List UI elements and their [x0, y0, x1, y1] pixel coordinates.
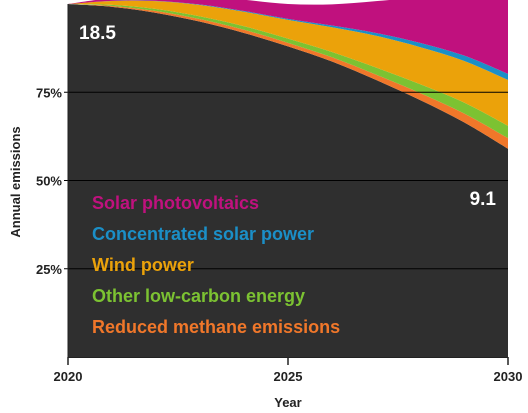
y-tick-label: 25% — [36, 262, 62, 277]
x-tick-label: 2020 — [54, 369, 83, 384]
x-tick-label: 2030 — [494, 369, 523, 384]
x-axis-ticks: 2020 2025 2030 — [54, 357, 523, 384]
legend-item-concentrated-solar-power: Concentrated solar power — [92, 224, 314, 244]
x-axis-title: Year — [274, 395, 301, 410]
value-annotations: 18.5 9.1 — [79, 23, 496, 210]
y-tick-label: 75% — [36, 85, 62, 100]
legend-item-other-low-carbon-energy: Other low-carbon energy — [92, 286, 305, 306]
legend-item-reduced-methane-emissions: Reduced methane emissions — [92, 317, 340, 337]
y-tick-label: 50% — [36, 174, 62, 189]
annotation-start-value: 18.5 — [79, 23, 116, 44]
legend-item-solar-photovoltaics: Solar photovoltaics — [92, 193, 259, 213]
y-axis-ticks: 75% 50% 25% — [36, 85, 62, 277]
x-tick-label: 2025 — [274, 369, 303, 384]
legend: Solar photovoltaics Concentrated solar po… — [92, 193, 340, 337]
annotation-end-value: 9.1 — [470, 189, 497, 210]
legend-item-wind-power: Wind power — [92, 255, 194, 275]
area-wind-power — [68, 0, 508, 126]
y-axis-title: Annual emissions — [8, 126, 23, 237]
area-solar-photovoltaics — [68, 0, 508, 74]
